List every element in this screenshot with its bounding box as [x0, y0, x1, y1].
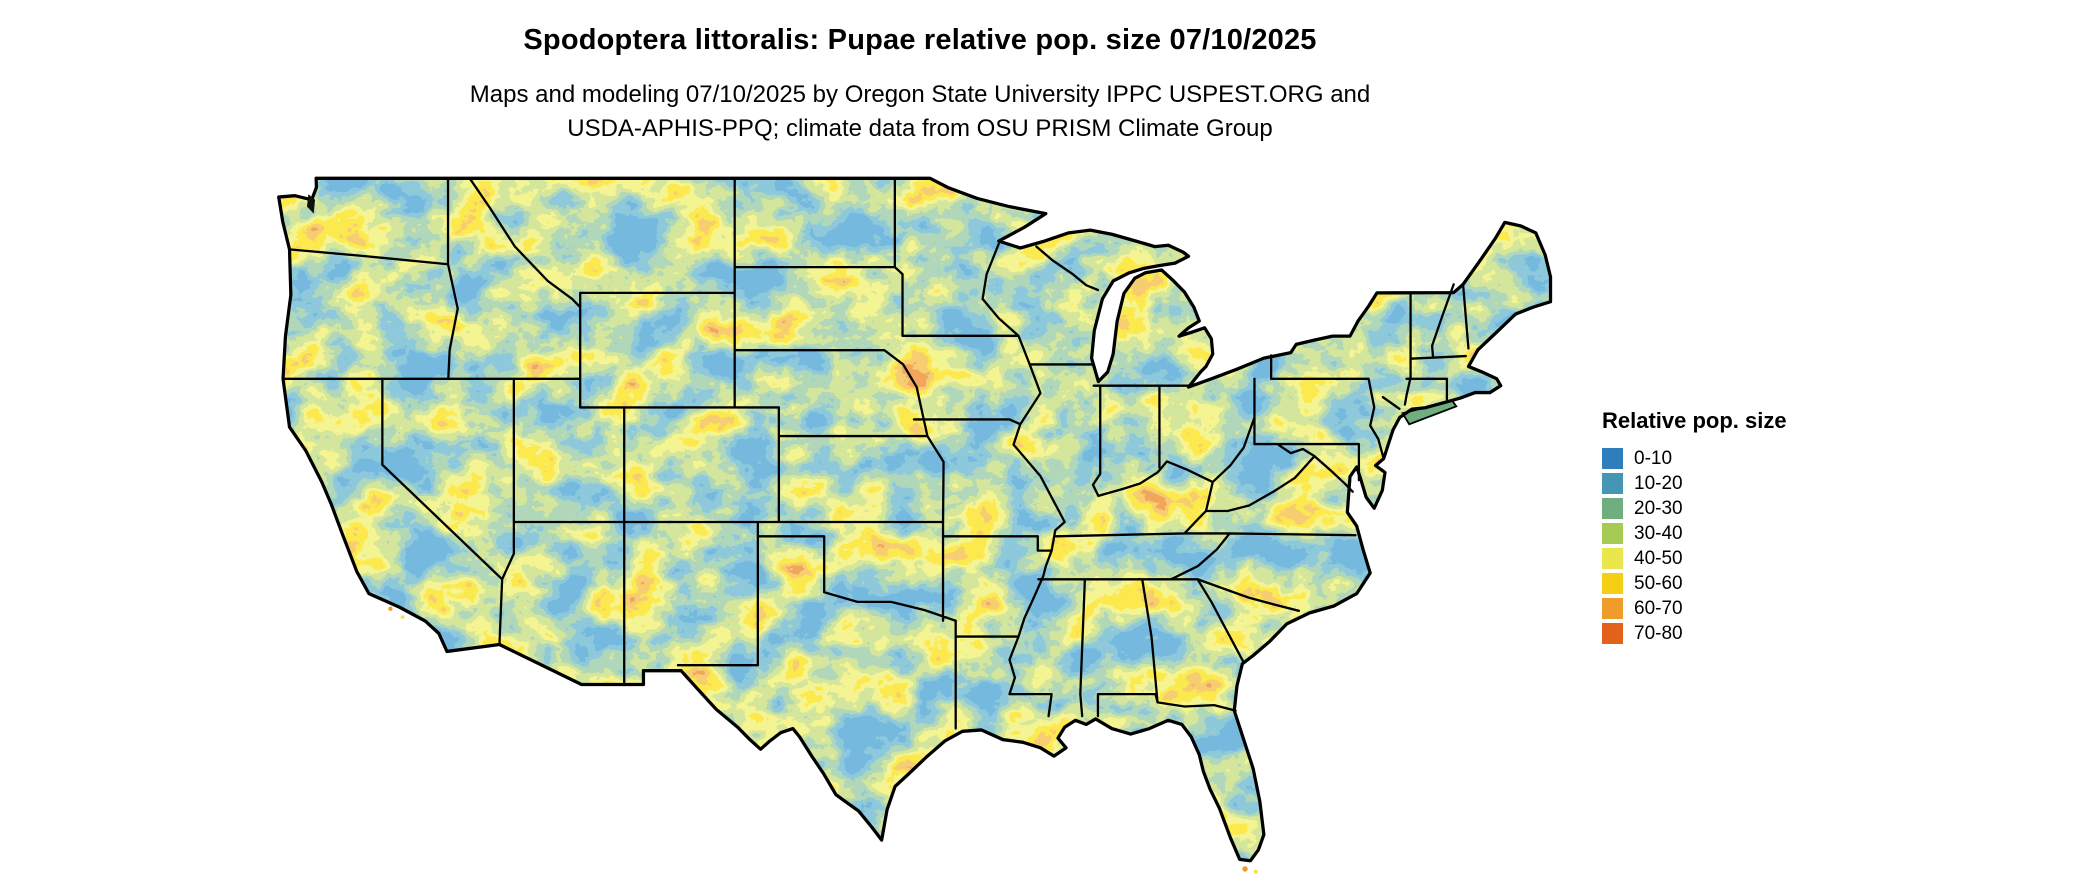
legend-swatch	[1602, 473, 1623, 494]
legend-entry: 40-50	[1602, 546, 1902, 571]
legend-label: 10-20	[1634, 473, 1683, 494]
legend-swatch	[1602, 598, 1623, 619]
florida-keys-dot	[1242, 866, 1248, 872]
us-landmass-raster	[278, 178, 1551, 861]
channel-islands-dot	[388, 606, 393, 611]
legend-label: 70-80	[1634, 623, 1683, 644]
legend-swatch	[1602, 623, 1623, 644]
legend-entry: 60-70	[1602, 596, 1902, 621]
legend: Relative pop. size 0-10 10-20 20-30 30-40 40…	[1602, 408, 1902, 646]
legend-label: 50-60	[1634, 573, 1683, 594]
legend-swatch	[1602, 498, 1623, 519]
legend-entry: 30-40	[1602, 521, 1902, 546]
legend-entry: 70-80	[1602, 621, 1902, 646]
legend-entry: 10-20	[1602, 471, 1902, 496]
legend-swatch	[1602, 548, 1623, 569]
state-borders	[281, 177, 1470, 730]
legend-entries: 0-10 10-20 20-30 30-40 40-50 50-60 60-70 70-80	[1602, 446, 1902, 646]
legend-swatch	[1602, 573, 1623, 594]
legend-entry: 20-30	[1602, 496, 1902, 521]
page-title: Spodoptera littoralis: Pupae relative po…	[523, 24, 1317, 56]
us-outline	[277, 176, 1553, 863]
us-map-svg	[277, 176, 1553, 874]
subtitle-line-1: Maps and modeling 07/10/2025 by Oregon S…	[469, 81, 1371, 108]
legend-label: 30-40	[1634, 523, 1683, 544]
legend-swatch	[1602, 523, 1623, 544]
page-subtitle: Maps and modeling 07/10/2025 by Oregon S…	[0, 78, 1840, 146]
channel-islands-dot	[400, 615, 405, 619]
legend-label: 20-30	[1634, 498, 1683, 519]
puget-sound-inlet	[306, 194, 316, 214]
legend-label: 60-70	[1634, 598, 1683, 619]
legend-label: 0-10	[1634, 448, 1673, 469]
legend-entry: 50-60	[1602, 571, 1902, 596]
us-map	[272, 164, 1564, 880]
legend-swatch	[1602, 448, 1623, 469]
florida-keys-dot	[1253, 869, 1258, 874]
legend-entry: 0-10	[1602, 446, 1902, 471]
legend-title: Relative pop. size	[1602, 408, 1787, 433]
subtitle-line-2: USDA-APHIS-PPQ; climate data from OSU PR…	[567, 115, 1273, 142]
legend-label: 40-50	[1634, 548, 1683, 569]
